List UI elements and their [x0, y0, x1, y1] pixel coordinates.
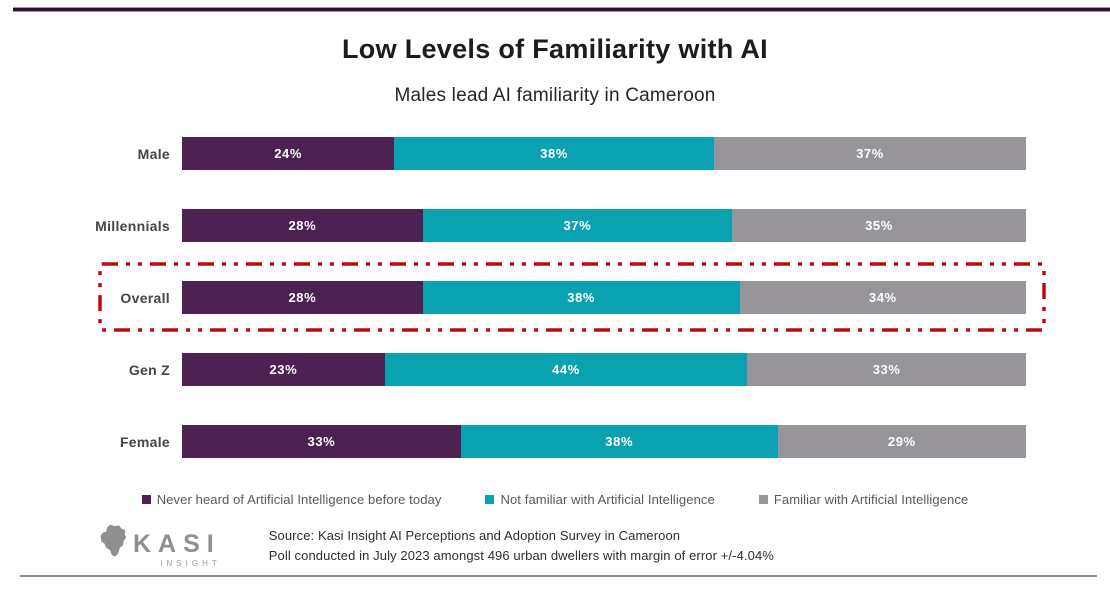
- legend-label: Never heard of Artificial Intelligence b…: [156, 492, 442, 507]
- legend: Never heard of Artificial Intelligence b…: [0, 492, 1110, 507]
- bar-segment: 37%: [422, 209, 732, 242]
- top-divider: [13, 7, 1110, 12]
- legend-label: Not familiar with Artificial Intelligenc…: [500, 492, 715, 507]
- source-line-1: Source: Kasi Insight AI Perceptions and …: [268, 528, 681, 543]
- bar-segment: 24%: [182, 137, 395, 170]
- legend-swatch-icon: [485, 495, 495, 504]
- footer: KASI INSIGHT Source: Kasi Insight AI Per…: [95, 523, 1110, 568]
- value-label: 24%: [274, 146, 303, 161]
- category-label: Millennials: [95, 217, 170, 234]
- value-label: 38%: [605, 434, 634, 449]
- stacked-bar: 24% 38% 37%: [182, 137, 1027, 170]
- bar-row: Millennials 28% 37% 35%: [88, 209, 1026, 242]
- category-label: Female: [119, 433, 170, 450]
- bar-row: Overall 28% 38% 34%: [88, 262, 1046, 332]
- bar-segment: 44%: [384, 353, 748, 386]
- logo-subtext: INSIGHT: [160, 559, 221, 568]
- bar-segment: 28%: [182, 281, 423, 314]
- bar-segment: 38%: [460, 425, 778, 458]
- bar-segment: 35%: [731, 209, 1026, 242]
- bar-row: Gen Z 23% 44% 33%: [88, 353, 1026, 386]
- value-label: 44%: [552, 362, 580, 377]
- value-label: 28%: [288, 290, 317, 305]
- legend-label: Familiar with Artificial Intelligence: [773, 492, 969, 507]
- bar-segment: 33%: [747, 353, 1026, 386]
- stacked-bar: 33% 38% 29%: [182, 425, 1026, 458]
- category-label: Gen Z: [128, 361, 170, 378]
- stacked-bar-chart: Male 24% 38% 37% Millennials 28% 37% 35% Overall…: [88, 137, 1046, 458]
- value-label: 33%: [307, 434, 336, 449]
- value-label: 38%: [567, 290, 596, 305]
- bar-segment: 23%: [182, 353, 385, 386]
- value-label: 34%: [868, 290, 897, 305]
- value-label: 37%: [856, 146, 884, 161]
- legend-item: Never heard of Artificial Intelligence b…: [141, 492, 442, 507]
- bar-segment: 33%: [182, 425, 461, 458]
- bar-segment: 37%: [713, 137, 1027, 170]
- legend-swatch-icon: [141, 495, 151, 504]
- stacked-bar: 23% 44% 33%: [182, 353, 1026, 386]
- bar-segment: 29%: [777, 425, 1026, 458]
- value-label: 23%: [269, 362, 298, 377]
- legend-item: Not familiar with Artificial Intelligenc…: [485, 492, 715, 507]
- value-label: 29%: [887, 434, 916, 449]
- bar-segment: 38%: [394, 137, 714, 170]
- source-line-2: Poll conducted in July 2023 amongst 496 …: [268, 547, 774, 563]
- bar-row: Female 33% 38% 29%: [88, 425, 1026, 458]
- value-label: 37%: [563, 218, 592, 233]
- legend-item: Familiar with Artificial Intelligence: [758, 492, 969, 507]
- bar-rows: Male 24% 38% 37% Millennials 28% 37% 35% Overall…: [88, 137, 1046, 458]
- chart-subtitle: Males lead AI familiarity in Cameroon: [394, 85, 716, 106]
- bar-segment: 28%: [182, 209, 423, 242]
- stacked-bar: 28% 38% 34%: [182, 281, 1026, 314]
- value-label: 28%: [288, 218, 317, 233]
- value-label: 33%: [872, 362, 901, 377]
- chart-title: Low Levels of Familiarity with AI: [342, 34, 768, 64]
- africa-map-icon: [95, 523, 127, 568]
- bar-segment: 34%: [739, 281, 1026, 314]
- bottom-divider: [20, 575, 1097, 577]
- value-label: 38%: [540, 146, 568, 161]
- kasi-logo: KASI INSIGHT: [95, 523, 221, 568]
- logo-text: KASI: [133, 530, 221, 558]
- value-label: 35%: [865, 218, 893, 233]
- bar-row: Male 24% 38% 37%: [88, 137, 1027, 170]
- legend-swatch-icon: [758, 495, 768, 504]
- stacked-bar: 28% 37% 35%: [182, 209, 1026, 242]
- logo-wordmark: KASI INSIGHT: [133, 532, 221, 568]
- source-note: Source: Kasi Insight AI Perceptions and …: [269, 526, 774, 565]
- category-label: Male: [137, 145, 170, 162]
- category-label: Overall: [120, 289, 170, 306]
- bar-segment: 38%: [422, 281, 740, 314]
